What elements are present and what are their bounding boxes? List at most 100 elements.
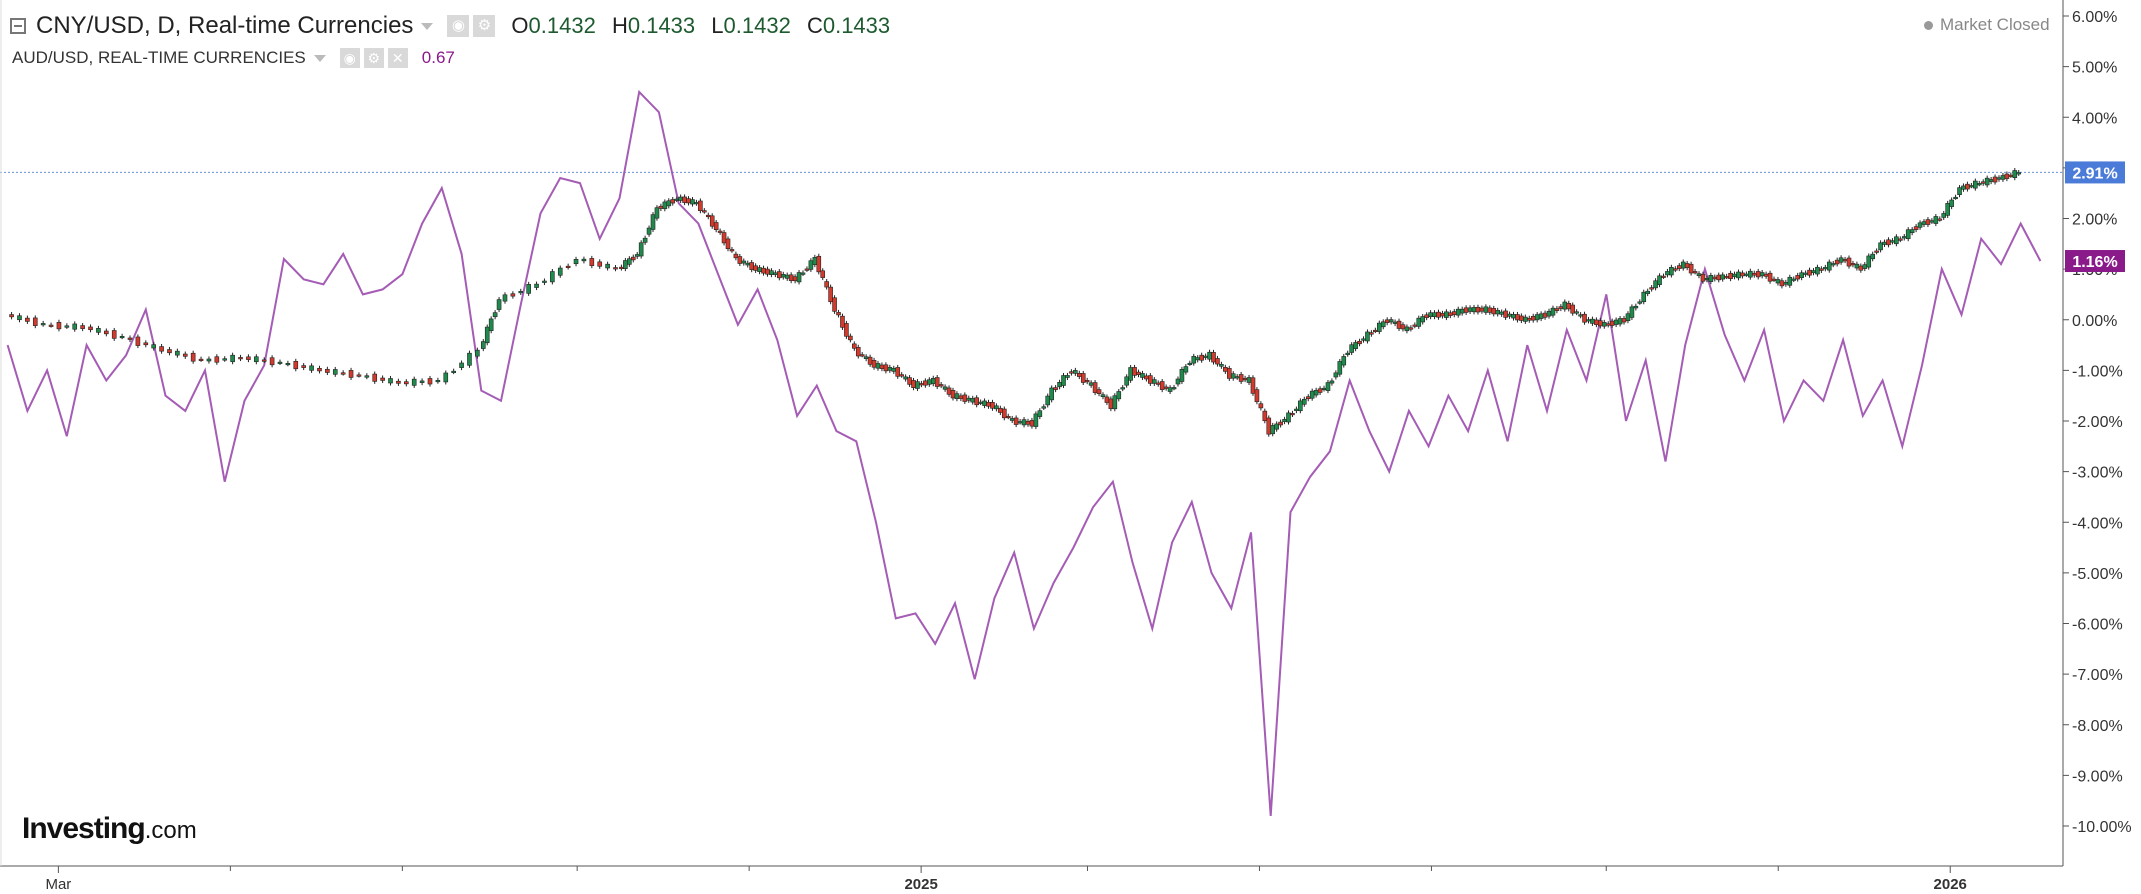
candle-body	[757, 267, 762, 272]
settings-icon[interactable]: ⚙	[473, 15, 496, 37]
candle-body	[435, 380, 441, 383]
candle-body	[1842, 259, 1848, 262]
candle-body	[871, 360, 877, 368]
candle-body	[1720, 274, 1725, 280]
candle-body	[666, 200, 672, 207]
candle-body	[285, 363, 291, 366]
candle-body	[1053, 387, 1058, 390]
candle-body	[605, 263, 610, 269]
candle-body	[1621, 318, 1627, 323]
candle-body	[903, 376, 908, 380]
candle-body	[143, 342, 149, 346]
candle-body	[1392, 321, 1398, 324]
investing-logo: Investing.com	[22, 812, 197, 846]
candle-body	[1933, 216, 1939, 224]
candle-body	[190, 352, 196, 362]
candle-body	[230, 354, 235, 363]
candle-body	[1511, 314, 1516, 319]
candle-body	[1724, 276, 1729, 279]
candle-body	[1345, 352, 1351, 355]
y-tick-label: 4.00%	[2072, 110, 2117, 127]
candle-body	[1949, 199, 1954, 207]
candle-body	[573, 259, 579, 265]
candle-body	[1211, 352, 1216, 363]
candle-body	[1013, 417, 1019, 425]
candle-body	[88, 326, 93, 331]
candle-body	[1732, 273, 1737, 278]
market-status-text: Market Closed	[1940, 15, 2050, 34]
candle-body	[958, 395, 964, 399]
candle-body	[1988, 179, 1994, 182]
candle-body	[32, 317, 38, 326]
visibility-icon[interactable]: ◉	[447, 15, 470, 37]
candle-body	[883, 364, 889, 372]
candle-body	[1605, 323, 1611, 326]
x-tick-label: 2025	[904, 876, 937, 893]
logo-suffix: .com	[144, 817, 197, 844]
y-tick-label: 2.00%	[2072, 212, 2117, 229]
candle-body	[332, 369, 338, 375]
candle-body	[1313, 389, 1319, 396]
candle-body	[812, 257, 818, 265]
candle-body	[1017, 421, 1023, 424]
candle-body	[1077, 373, 1082, 377]
chevron-down-icon[interactable]	[313, 54, 326, 62]
candle-body	[713, 222, 719, 230]
candle-body	[1759, 272, 1765, 277]
candle-body	[1791, 278, 1797, 281]
candle-body	[1463, 307, 1469, 313]
candle-body	[662, 201, 668, 210]
candle-body	[1128, 367, 1133, 381]
chevron-down-icon[interactable]	[421, 22, 434, 30]
candle-body	[2012, 170, 2018, 178]
candle-body	[1716, 274, 1722, 281]
candle-body	[1274, 423, 1279, 430]
candle-body	[966, 397, 972, 401]
candle-body	[159, 346, 164, 352]
candle-body	[1598, 320, 1603, 327]
candle-body	[978, 401, 983, 404]
visibility-icon[interactable]: ◉	[339, 48, 360, 68]
close-icon[interactable]: ✕	[387, 48, 408, 68]
candle-body	[550, 271, 555, 283]
candle-body	[1858, 265, 1864, 271]
candle-body	[796, 272, 802, 283]
candle-body	[1980, 181, 1986, 184]
candle-body	[1795, 275, 1800, 280]
candle-body	[638, 242, 644, 257]
candle-body	[182, 353, 188, 357]
y-tick-label: -6.00%	[2072, 617, 2123, 634]
candle-body	[1542, 312, 1548, 318]
candle-body	[510, 293, 516, 297]
candle-body	[1290, 413, 1295, 416]
settings-icon[interactable]: ⚙	[363, 48, 384, 68]
candle-body	[784, 274, 790, 279]
candle-body	[269, 357, 275, 366]
compare-title: AUD/USD, REAL-TIME CURRENCIES	[12, 48, 306, 67]
candle-body	[1803, 272, 1808, 275]
candle-body	[745, 262, 751, 266]
candle-body	[1819, 268, 1824, 271]
last-value-badges: 2.91% 1.16%	[2065, 161, 2125, 273]
cny-last-value-bg	[2065, 161, 2125, 184]
candle-body	[1495, 310, 1501, 315]
y-tick-label: 0.00%	[2072, 313, 2117, 330]
candle-body	[1124, 376, 1129, 386]
candle-body	[613, 267, 618, 270]
candle-body	[1400, 324, 1406, 330]
candle-body	[1471, 307, 1477, 313]
candle-body	[597, 261, 603, 267]
candle-body	[1159, 381, 1165, 390]
candle-body	[1649, 287, 1654, 290]
candle-body	[737, 256, 743, 264]
candle-body	[867, 356, 873, 365]
candle-body	[1444, 311, 1449, 318]
candle-body	[1665, 271, 1670, 276]
collapse-icon[interactable]	[10, 18, 26, 34]
candle-body	[1641, 291, 1647, 303]
candle-body	[970, 398, 976, 403]
candle-body	[1483, 306, 1489, 313]
candle-body	[1424, 314, 1429, 318]
candle-body	[557, 267, 563, 276]
